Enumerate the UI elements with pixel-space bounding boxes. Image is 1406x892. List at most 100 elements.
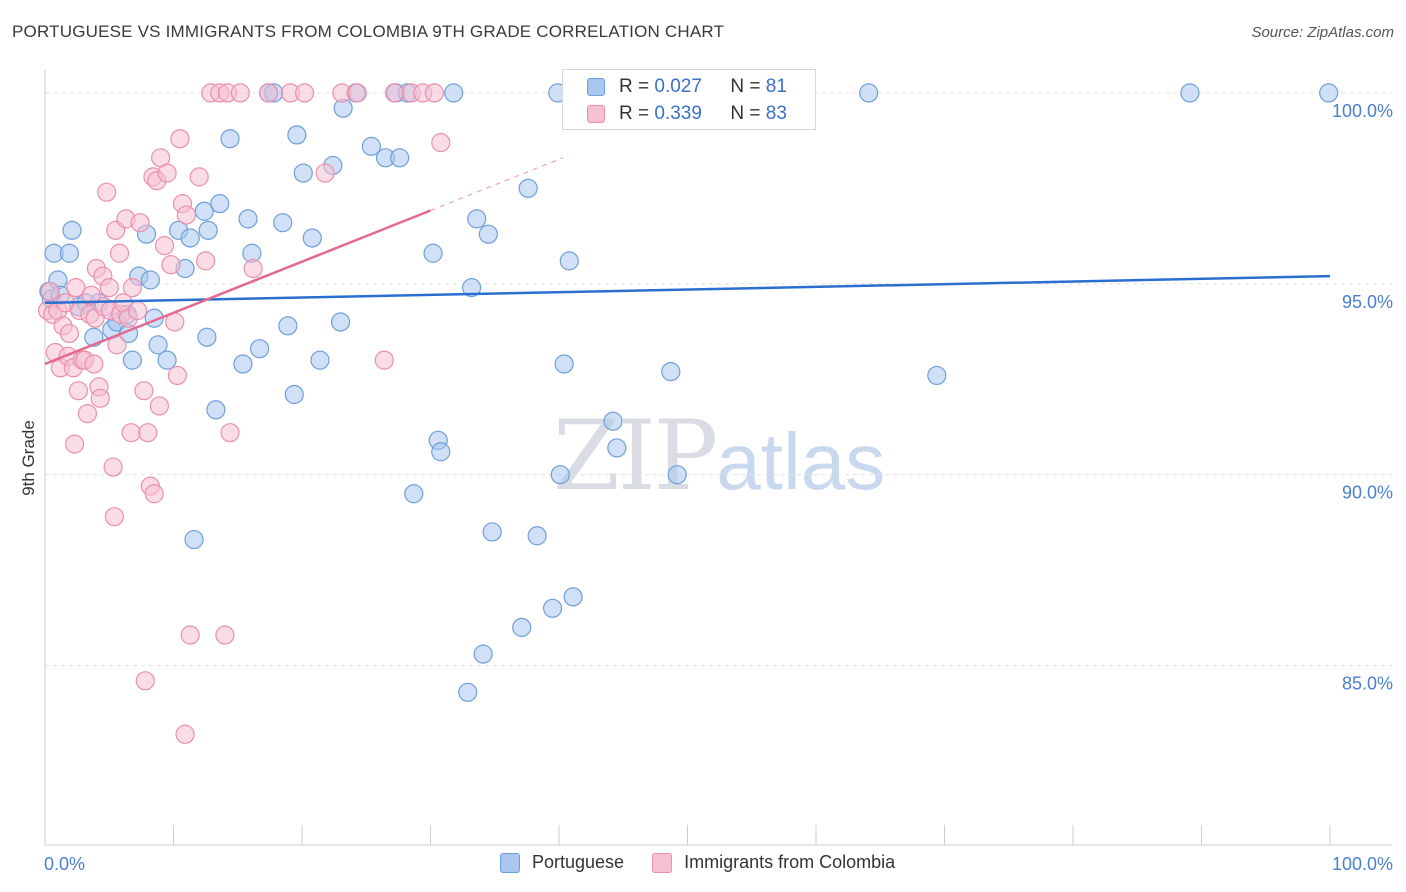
portuguese-point xyxy=(927,365,947,386)
colombia-point xyxy=(122,278,142,298)
y-tick-label: 90.0% xyxy=(1342,483,1393,503)
portuguese-point xyxy=(249,339,270,359)
colombia-point xyxy=(97,182,117,202)
colombia-point xyxy=(175,724,195,744)
colombia-trend-line-extension xyxy=(430,157,564,212)
portuguese-point xyxy=(542,598,563,618)
portuguese-point xyxy=(473,644,493,664)
portuguese-point xyxy=(140,270,160,290)
colombia-point xyxy=(121,423,141,443)
colombia-point xyxy=(220,423,240,443)
colombia-point xyxy=(109,243,130,263)
y-axis-title: 9th Grade xyxy=(19,420,38,496)
chart-title: PORTUGUESE VS IMMIGRANTS FROM COLOMBIA 9… xyxy=(12,22,725,41)
colombia-point xyxy=(154,236,175,256)
colombia-point xyxy=(138,423,158,443)
portuguese-point xyxy=(184,529,204,550)
portuguese-point xyxy=(404,484,424,504)
portuguese-point xyxy=(603,411,623,431)
colombia-point xyxy=(167,365,187,386)
gridlines xyxy=(45,92,1392,667)
portuguese-point xyxy=(302,228,322,248)
legend-row-portuguese: R = 0.027 N = 81 xyxy=(587,76,787,98)
portuguese-point xyxy=(361,136,381,156)
portuguese-point xyxy=(62,220,82,240)
colombia-point xyxy=(64,434,85,454)
portuguese-point xyxy=(478,224,498,244)
chart-source: Source: ZipAtlas.com xyxy=(1251,24,1394,41)
y-tick-label: 85.0% xyxy=(1342,674,1393,694)
colombia-point xyxy=(294,83,315,103)
axis-labels: 85.0% 90.0% 95.0% 100.0% 0.0% 100.0% 9th Grade xyxy=(19,101,1393,874)
portuguese-point xyxy=(482,522,502,542)
colombia-point xyxy=(40,281,60,302)
colombia-point xyxy=(104,507,124,527)
y-tick-label: 100.0% xyxy=(1332,101,1393,121)
colombia-point xyxy=(77,403,98,424)
colombia-swatch xyxy=(587,105,605,123)
portuguese-swatch xyxy=(587,78,605,96)
colombia-point xyxy=(424,83,444,103)
colombia-point xyxy=(196,251,216,271)
portuguese-point xyxy=(210,194,230,214)
watermark: ZIPatlas xyxy=(553,400,885,512)
portuguese-point xyxy=(559,251,579,271)
trend-lines xyxy=(44,157,1331,366)
colombia-point xyxy=(130,213,150,233)
colombia-point xyxy=(258,83,279,103)
portuguese-point xyxy=(206,400,226,420)
colombia-point xyxy=(230,83,250,103)
portuguese-point xyxy=(157,350,177,370)
legend-r-value: 0.027 xyxy=(654,76,702,97)
portuguese-trend-line xyxy=(44,274,1331,305)
legend-n-label: N = xyxy=(730,103,761,124)
portuguese-point xyxy=(554,354,574,374)
portuguese-point xyxy=(180,228,200,248)
portuguese-point xyxy=(198,220,218,240)
colombia-point xyxy=(99,278,119,298)
portuguese-point xyxy=(1180,83,1200,103)
colombia-point xyxy=(81,285,101,305)
portuguese-point xyxy=(148,335,168,355)
x-tick-label-min: 0.0% xyxy=(44,854,85,874)
watermark-atlas: atlas xyxy=(716,417,886,506)
legend-r-label: R = xyxy=(619,103,650,124)
portuguese-point xyxy=(462,278,482,298)
portuguese-point xyxy=(512,617,532,637)
colombia-point xyxy=(215,625,235,645)
portuguese-point xyxy=(233,354,253,374)
portuguese-point xyxy=(330,312,351,332)
portuguese-point xyxy=(194,201,214,221)
portuguese-point xyxy=(238,209,258,229)
portuguese-point xyxy=(431,442,451,462)
colombia-point xyxy=(134,381,154,401)
portuguese-swatch xyxy=(500,852,520,873)
legend-r-label: R = xyxy=(619,76,650,97)
colombia-point xyxy=(68,381,89,401)
portuguese-point xyxy=(1319,83,1339,103)
colombia-point xyxy=(144,484,164,504)
portuguese-point xyxy=(527,526,547,546)
axes xyxy=(44,70,1392,846)
colombia-point xyxy=(161,255,181,275)
colombia-point xyxy=(180,625,200,645)
portuguese-point xyxy=(273,213,293,233)
legend-label-portuguese: Portuguese xyxy=(532,852,625,872)
watermark-zip: ZIP xyxy=(553,400,718,512)
colombia-point xyxy=(243,258,263,279)
legend-n-value: 81 xyxy=(765,76,787,97)
legend-item-portuguese: Portuguese xyxy=(500,852,624,873)
correlation-legend: R = 0.027 N = 81 R = 0.339 N = 83 xyxy=(562,69,816,130)
portuguese-point xyxy=(59,243,80,263)
portuguese-point xyxy=(458,682,478,702)
legend-n-label: N = xyxy=(730,76,761,97)
portuguese-point xyxy=(197,327,217,347)
portuguese-point xyxy=(467,209,487,229)
portuguese-point xyxy=(284,384,304,405)
colombia-point xyxy=(176,205,196,225)
colombia-point xyxy=(384,83,405,103)
legend-item-colombia: Immigrants from Colombia xyxy=(652,852,895,873)
portuguese-point xyxy=(278,316,298,336)
